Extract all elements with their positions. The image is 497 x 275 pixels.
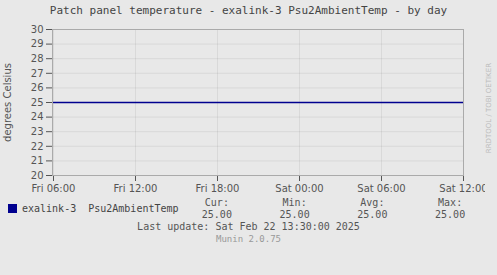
html-text:Avg:: Avg: bbox=[360, 197, 385, 208]
html-text:Cur:: Cur: bbox=[204, 197, 229, 208]
svg-text:Sat 12:00: Sat 12:00 bbox=[439, 183, 485, 194]
html-text:Max:: Max: bbox=[438, 197, 463, 208]
html-text:25.00: 25.00 bbox=[357, 209, 388, 220]
svg-text:23: 23 bbox=[31, 126, 44, 137]
svg-text:29: 29 bbox=[31, 38, 44, 49]
svg-text:Fri 18:00: Fri 18:00 bbox=[196, 183, 240, 194]
svg-text:Fri 12:00: Fri 12:00 bbox=[114, 183, 158, 194]
svg-text:degrees Celsius: degrees Celsius bbox=[2, 63, 13, 142]
svg-text:Sat 06:00: Sat 06:00 bbox=[357, 183, 405, 194]
svg-text:24: 24 bbox=[31, 111, 44, 122]
html-text:Last update: Sat Feb 22 13:30:: Last update: Sat Feb 22 13:30:00 2025 bbox=[137, 221, 360, 232]
svg-text:28: 28 bbox=[31, 53, 44, 64]
svg-text:30: 30 bbox=[31, 24, 44, 35]
svg-text:21: 21 bbox=[31, 155, 44, 166]
html-text:Munin 2.0.75: Munin 2.0.75 bbox=[216, 234, 281, 244]
html-text:Patch panel temperature - exal: Patch panel temperature - exalink-3 Psu2… bbox=[49, 4, 448, 17]
html-text:Min:: Min: bbox=[282, 197, 307, 208]
svg-text:27: 27 bbox=[31, 68, 44, 79]
html-text:RRDTOOL / TOBI OETIKER: RRDTOOL / TOBI OETIKER bbox=[485, 62, 493, 154]
svg-text:Sat 00:00: Sat 00:00 bbox=[275, 183, 323, 194]
html-text:25.00: 25.00 bbox=[201, 209, 232, 220]
html-text:25.00: 25.00 bbox=[279, 209, 310, 220]
html-text:25.00: 25.00 bbox=[435, 209, 466, 220]
html-text:exalink-3 Psu2AmbientTemp: exalink-3 Psu2AmbientTemp bbox=[22, 203, 179, 214]
svg-text:20: 20 bbox=[31, 170, 44, 181]
svg-text:22: 22 bbox=[31, 141, 44, 152]
svg-text:Fri 06:00: Fri 06:00 bbox=[32, 183, 76, 194]
svg-text:26: 26 bbox=[31, 82, 44, 93]
svg-text:25: 25 bbox=[31, 97, 44, 108]
